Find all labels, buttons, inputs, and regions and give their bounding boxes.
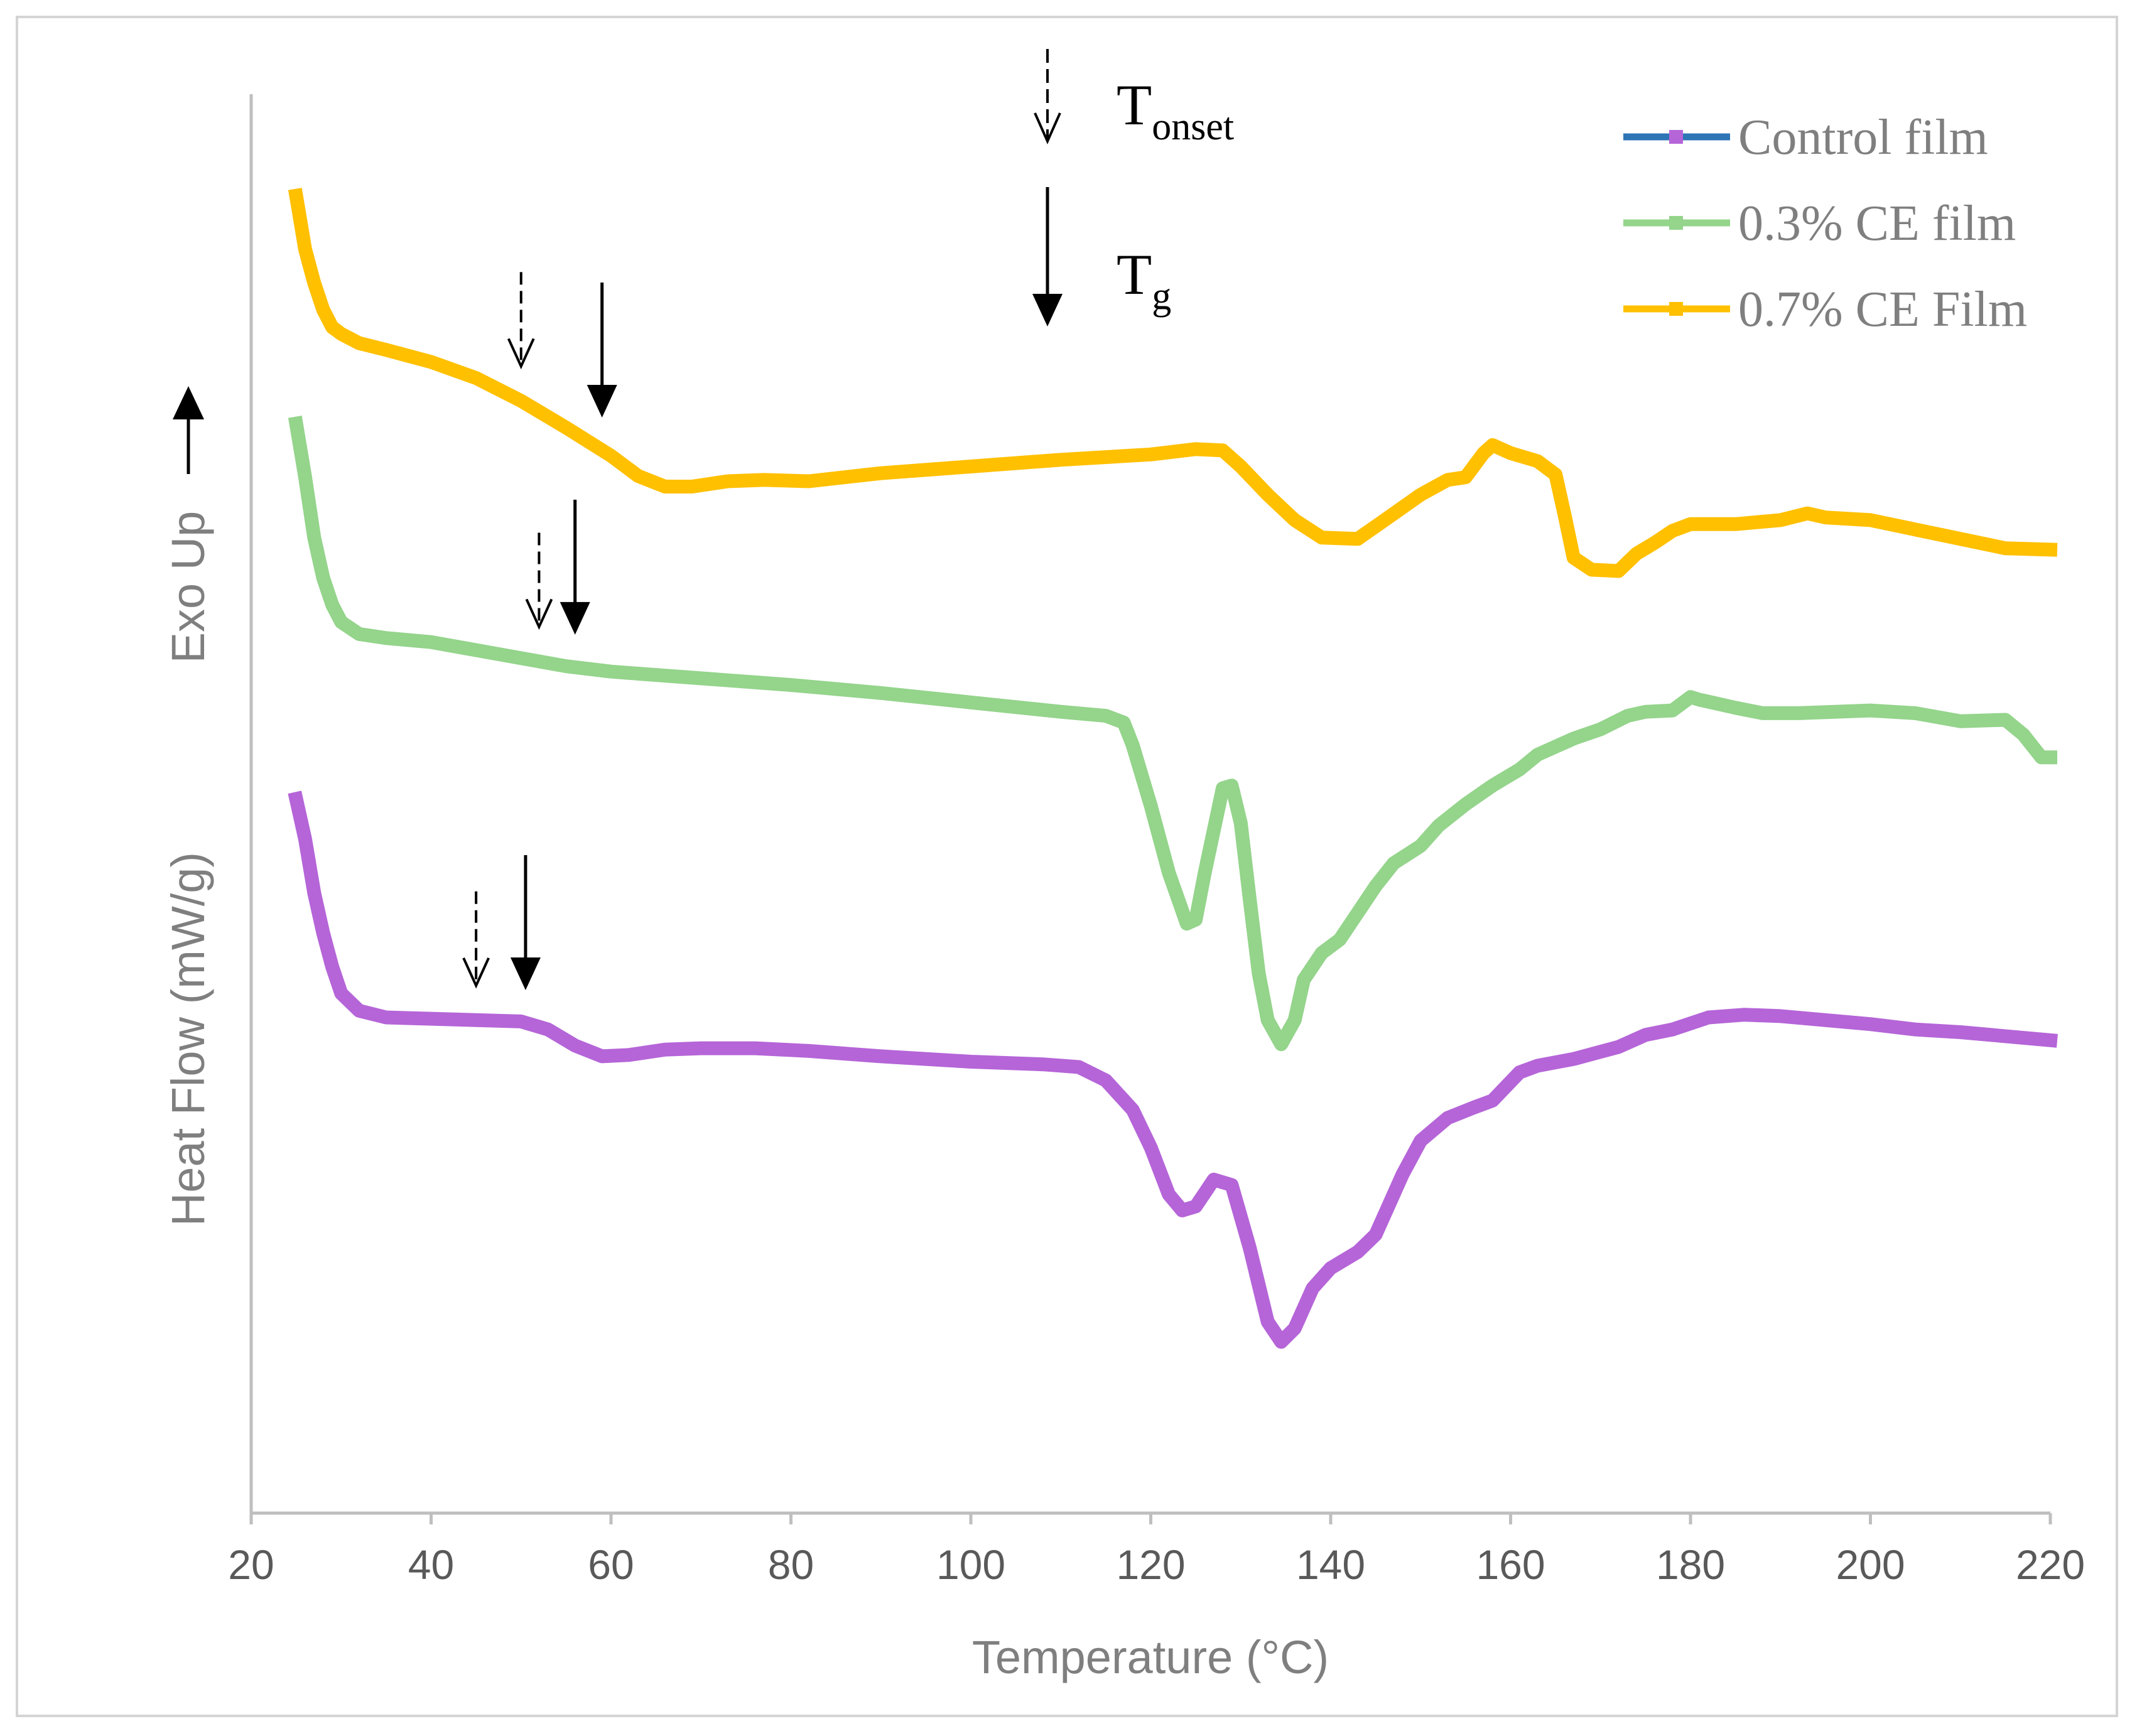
legend-item-0-7-ce-film[interactable]: 0.7% CE Film <box>1623 282 2027 337</box>
annotation-0-3-ce-film-tonset-arrowhead-icon <box>525 598 553 630</box>
legend-marker-control-film <box>1669 130 1683 144</box>
exo-up-label: Exo Up <box>162 511 214 664</box>
legend-item-control-film[interactable]: Control film <box>1623 110 1988 165</box>
legend-marker-0-3-ce-film <box>1669 216 1683 230</box>
tonset-key-label: Tonset <box>1117 73 1234 148</box>
x-axis-title: Temperature (°C) <box>972 1631 1329 1683</box>
annotation-0-7-ce-film-tonset <box>507 272 535 370</box>
x-tick-label-80: 80 <box>768 1541 814 1588</box>
axes: 20 40 60 80 100 120 140 160 180 200 220 <box>228 94 2085 1588</box>
legend: Control film 0.3% CE film 0.7% CE Film <box>1623 110 2027 337</box>
chart-frame <box>16 16 2118 1717</box>
series-line-control-film <box>288 790 2058 1349</box>
x-tick-label-60: 60 <box>588 1541 634 1588</box>
x-tick-label-160: 160 <box>1476 1541 1545 1588</box>
x-tick-label-120: 120 <box>1116 1541 1185 1588</box>
x-tick-label-180: 180 <box>1656 1541 1725 1588</box>
x-tick-label-40: 40 <box>408 1541 454 1588</box>
tg-key-arrowhead-icon <box>1032 294 1063 326</box>
annotation-layer <box>462 272 617 991</box>
x-ticks <box>249 1513 2052 1524</box>
x-tick-label-200: 200 <box>1836 1541 1905 1588</box>
series-layer <box>288 188 2058 1349</box>
series-0-3-ce-film <box>288 416 2057 1052</box>
annotation-0-3-ce-film-tg-arrowhead-icon <box>560 601 590 635</box>
legend-label-0-7-ce-film: 0.7% CE Film <box>1738 282 2027 337</box>
legend-marker-0-7-ce-film <box>1669 302 1683 316</box>
annotation-0-3-ce-film-tg <box>560 499 590 635</box>
legend-item-0-3-ce-film[interactable]: 0.3% CE film <box>1623 196 2016 251</box>
annotation-control-film-tg <box>510 855 541 991</box>
x-tick-label-20: 20 <box>228 1541 274 1588</box>
exo-up-arrow-icon <box>173 386 204 419</box>
annotation-control-film-tg-arrowhead-icon <box>510 957 541 991</box>
annotation-control-film-tonset-arrowhead-icon <box>462 957 490 989</box>
x-tick-labels: 20 40 60 80 100 120 140 160 180 200 220 <box>228 1541 2085 1588</box>
annotation-0-7-ce-film-tg <box>587 282 617 418</box>
series-line-0-3-ce-film <box>288 416 2057 1052</box>
legend-label-control-film: Control film <box>1738 110 1988 165</box>
series-control-film <box>288 790 2058 1349</box>
legend-label-0-3-ce-film: 0.3% CE film <box>1738 196 2016 251</box>
exo-up-indicator: Exo Up <box>162 386 214 663</box>
y-axis-title: Heat Flow (mW/g) <box>162 852 214 1226</box>
tonset-key-arrowhead-icon <box>1034 112 1061 144</box>
x-tick-label-140: 140 <box>1296 1541 1365 1588</box>
annotation-control-film-tonset <box>462 891 490 989</box>
x-tick-label-100: 100 <box>936 1541 1005 1588</box>
series-0-7-ce-film <box>288 188 2058 578</box>
series-line-0-7-ce-film <box>288 188 2058 578</box>
annotation-0-3-ce-film-tonset <box>525 532 553 630</box>
annotation-0-7-ce-film-tonset-arrowhead-icon <box>507 338 535 370</box>
tg-key-label: Tg <box>1117 242 1171 318</box>
annotation-0-7-ce-film-tg-arrowhead-icon <box>587 384 617 418</box>
x-tick-label-220: 220 <box>2016 1541 2085 1588</box>
annotation-key: Tonset Tg <box>1032 49 1234 326</box>
